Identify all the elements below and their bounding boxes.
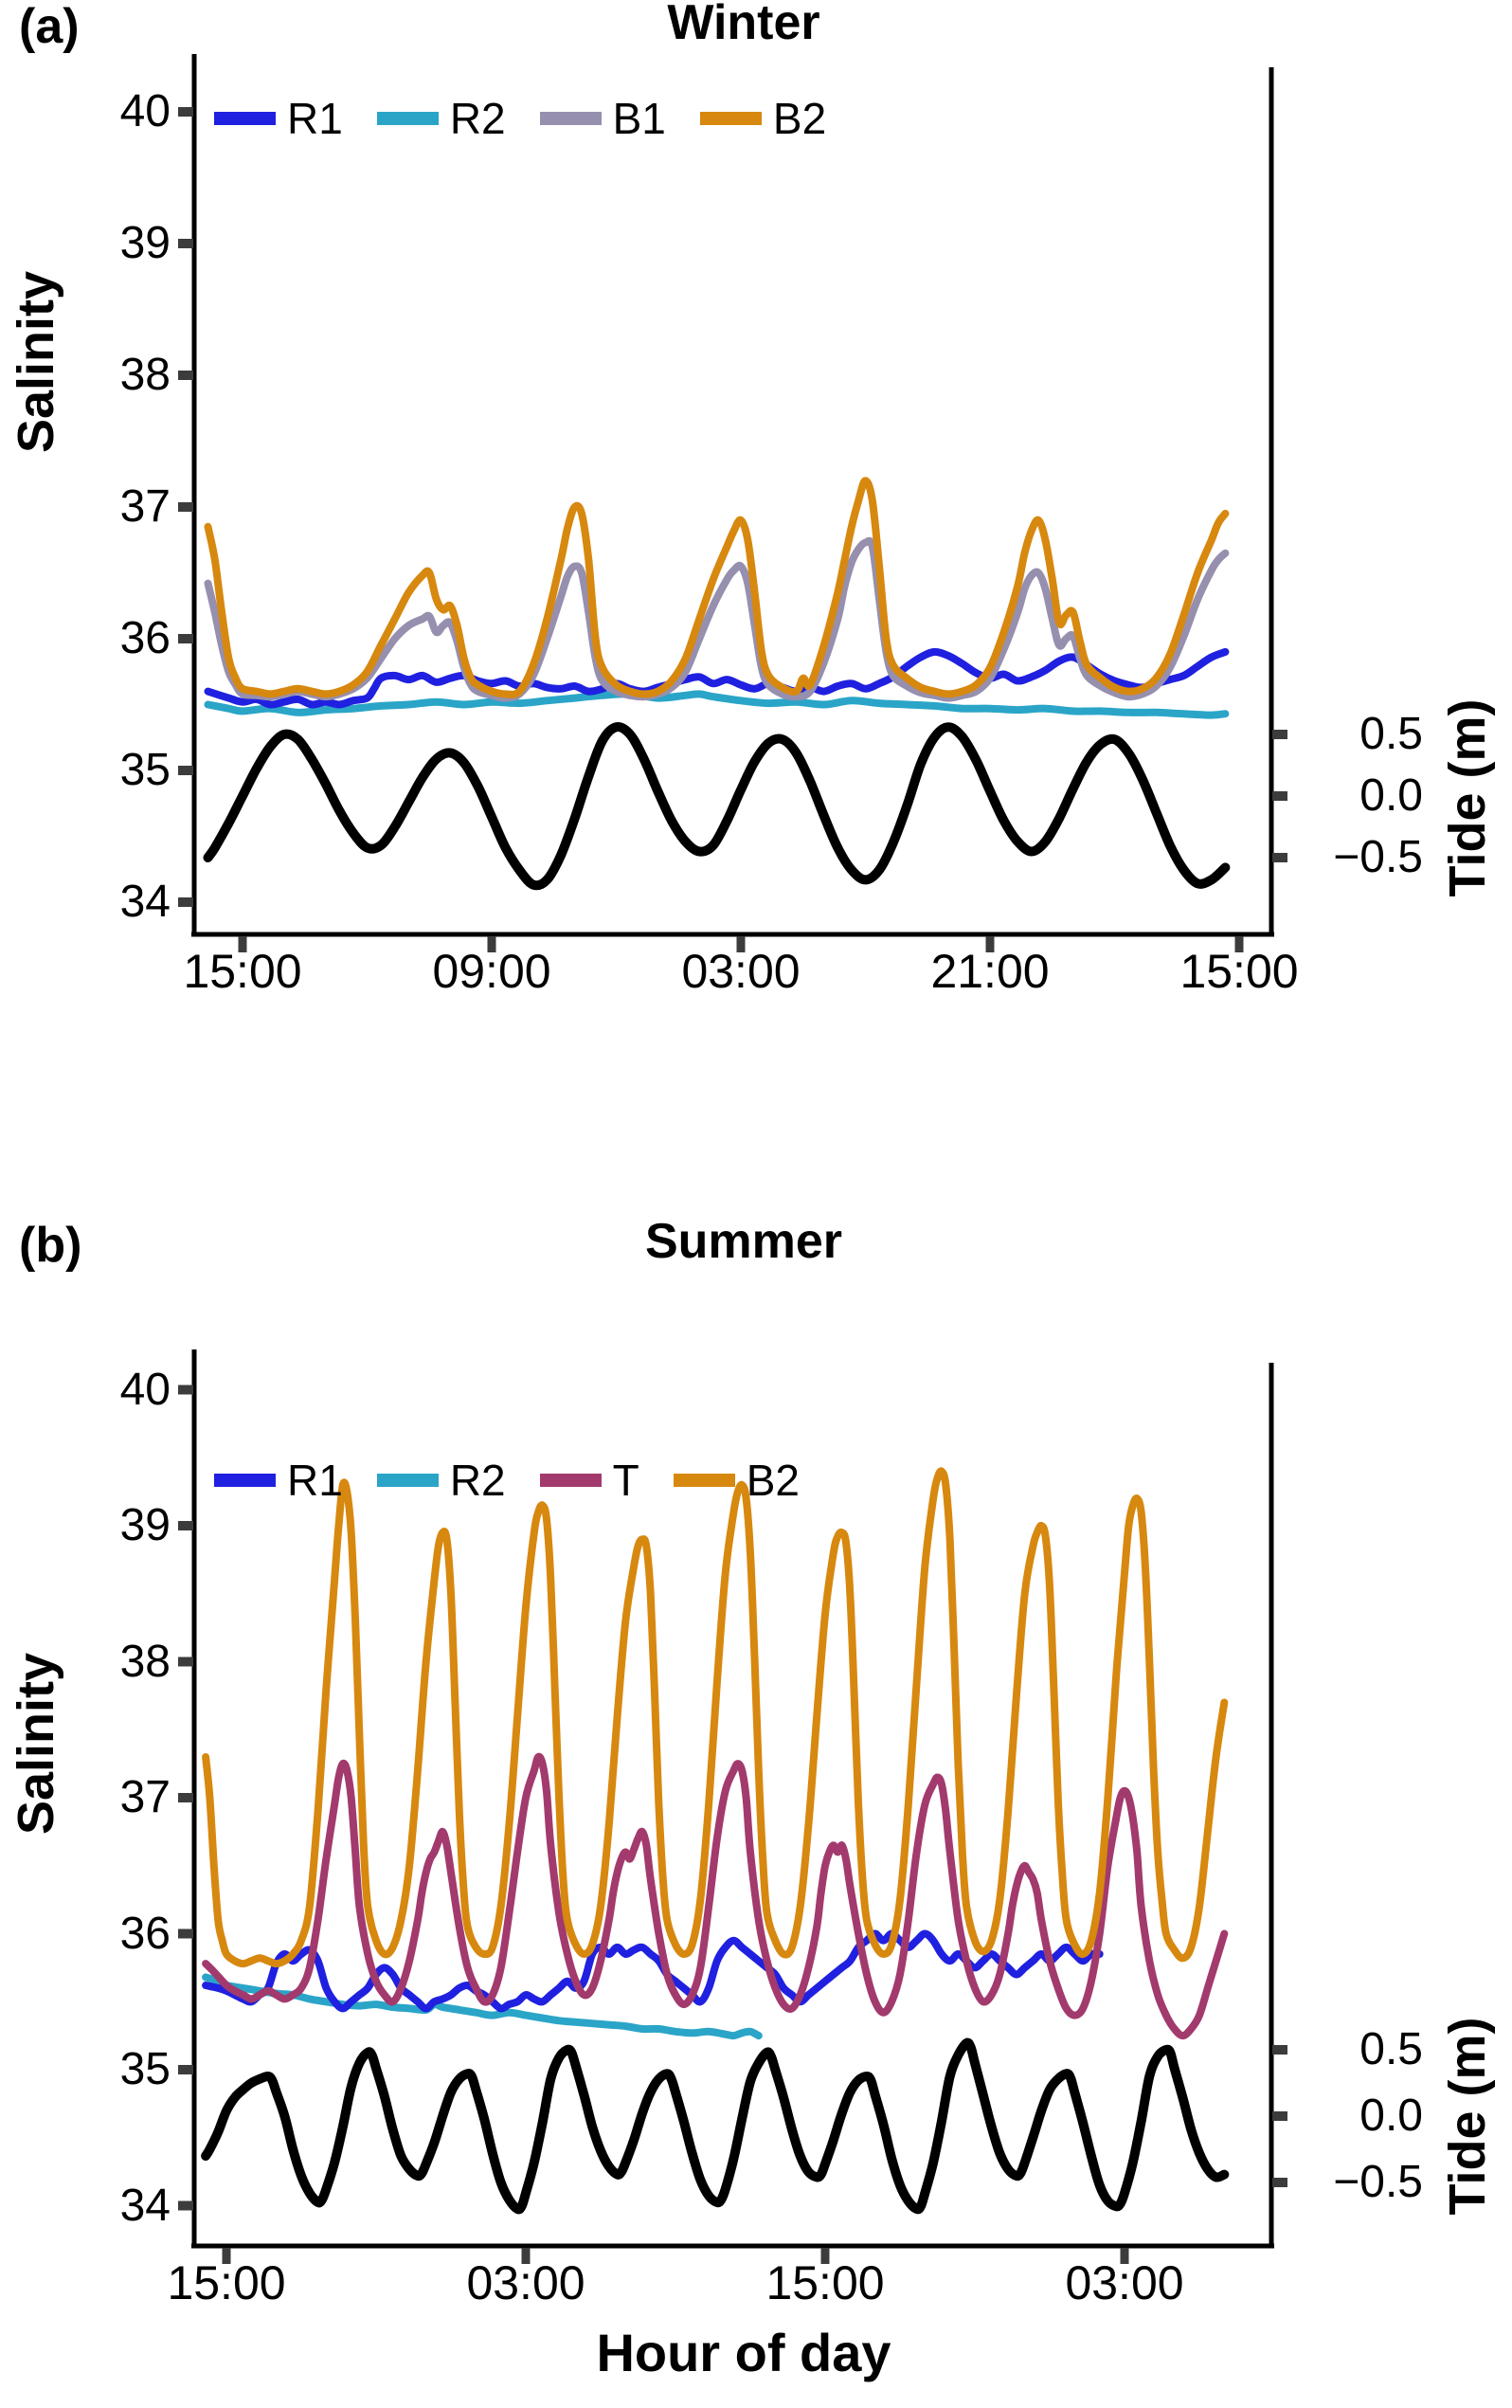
panel-a-tide-axis-title: Tide (m) xyxy=(1439,698,1496,897)
tide-tick-label: 0.5 xyxy=(1359,2024,1423,2074)
panel-a-title: Winter xyxy=(667,0,820,50)
legend-item-r1: R1 xyxy=(214,93,343,144)
y-tick-label: 37 xyxy=(119,1772,171,1822)
legend-label-b2: B2 xyxy=(772,94,827,143)
legend-label-r1: R1 xyxy=(287,1456,343,1505)
panel-b-letter: (b) xyxy=(19,1218,82,1273)
x-tick-label: 21:00 xyxy=(930,945,1050,998)
legend-item-b1: B1 xyxy=(539,93,666,144)
legend-swatch-r1 xyxy=(214,112,276,125)
panel-a-letter: (a) xyxy=(19,0,80,54)
tide-line-summer xyxy=(201,2037,1230,2215)
x-tick-label: 15:00 xyxy=(167,2256,286,2309)
y-tick-label: 37 xyxy=(119,481,171,532)
y-tick-label: 35 xyxy=(119,745,171,795)
panel-b-legend: R1 R2 T B2 xyxy=(214,1455,800,1506)
x-tick-label: 03:00 xyxy=(681,945,801,998)
series-line-r1-winter xyxy=(204,647,1230,709)
y-tick-label: 38 xyxy=(119,1636,171,1687)
tide-tick-label: −0.5 xyxy=(1333,2157,1423,2207)
y-tick-label: 39 xyxy=(119,218,171,268)
y-tick-label: 40 xyxy=(119,1364,171,1415)
legend-swatch-r1 xyxy=(214,1474,276,1487)
series-line-b2-summer xyxy=(202,1467,1229,1968)
legend-label-t: T xyxy=(612,1456,639,1505)
legend-swatch-b2 xyxy=(673,1474,735,1487)
legend-label-b2: B2 xyxy=(746,1456,800,1505)
panel-b-title: Summer xyxy=(644,1214,843,1269)
series-line-b1-winter xyxy=(204,536,1230,702)
y-tick-label: 40 xyxy=(119,86,171,136)
legend-item-t: T xyxy=(539,1455,639,1506)
y-tick-label: 39 xyxy=(119,1500,171,1550)
x-axis-title: Hour of day xyxy=(596,2323,891,2382)
tide-tick-label: 0.0 xyxy=(1359,2091,1423,2141)
legend-item-b2: B2 xyxy=(673,1455,800,1506)
y-tick-label: 36 xyxy=(119,613,171,663)
y-tick-label: 34 xyxy=(119,2180,171,2231)
legend-label-r2: R2 xyxy=(449,1456,506,1505)
tide-tick-label: 0.0 xyxy=(1359,770,1423,821)
legend-item-r1: R1 xyxy=(214,1455,343,1506)
series-line-r1-summer xyxy=(202,1929,1104,2013)
x-tick-label: 03:00 xyxy=(466,2256,585,2309)
panel-b-tide-axis-title: Tide (m) xyxy=(1439,2017,1496,2216)
legend-swatch-r2 xyxy=(376,112,439,125)
y-tick-label: 34 xyxy=(119,877,171,927)
y-tick-label: 36 xyxy=(119,1908,171,1959)
legend-swatch-r2 xyxy=(376,1474,439,1487)
legend-label-b1: B1 xyxy=(612,94,666,143)
legend-item-b2: B2 xyxy=(699,93,827,144)
x-tick-label: 03:00 xyxy=(1065,2256,1184,2309)
legend-swatch-b1 xyxy=(539,112,602,125)
tide-tick-label: −0.5 xyxy=(1333,832,1423,882)
panel-a-legend: R1 R2 B1 B2 xyxy=(214,93,827,144)
x-tick-label: 15:00 xyxy=(1179,945,1299,998)
legend-label-r1: R1 xyxy=(287,94,343,143)
tide-line-winter xyxy=(203,722,1231,891)
series-line-b2-winter xyxy=(204,477,1230,698)
series-line-t-summer xyxy=(202,1752,1229,2040)
tide-tick-label: 0.5 xyxy=(1359,709,1423,759)
series-line-r2-winter xyxy=(204,690,1230,719)
x-tick-label: 15:00 xyxy=(183,945,302,998)
x-tick-label: 09:00 xyxy=(432,945,551,998)
legend-swatch-t xyxy=(539,1474,602,1487)
legend-item-r2: R2 xyxy=(376,1455,506,1506)
legend-label-r2: R2 xyxy=(449,94,506,143)
y-tick-label: 38 xyxy=(119,350,171,400)
legend-item-r2: R2 xyxy=(376,93,506,144)
y-tick-label: 35 xyxy=(119,2044,171,2094)
x-tick-label: 15:00 xyxy=(765,2256,885,2309)
legend-swatch-b2 xyxy=(699,112,762,125)
